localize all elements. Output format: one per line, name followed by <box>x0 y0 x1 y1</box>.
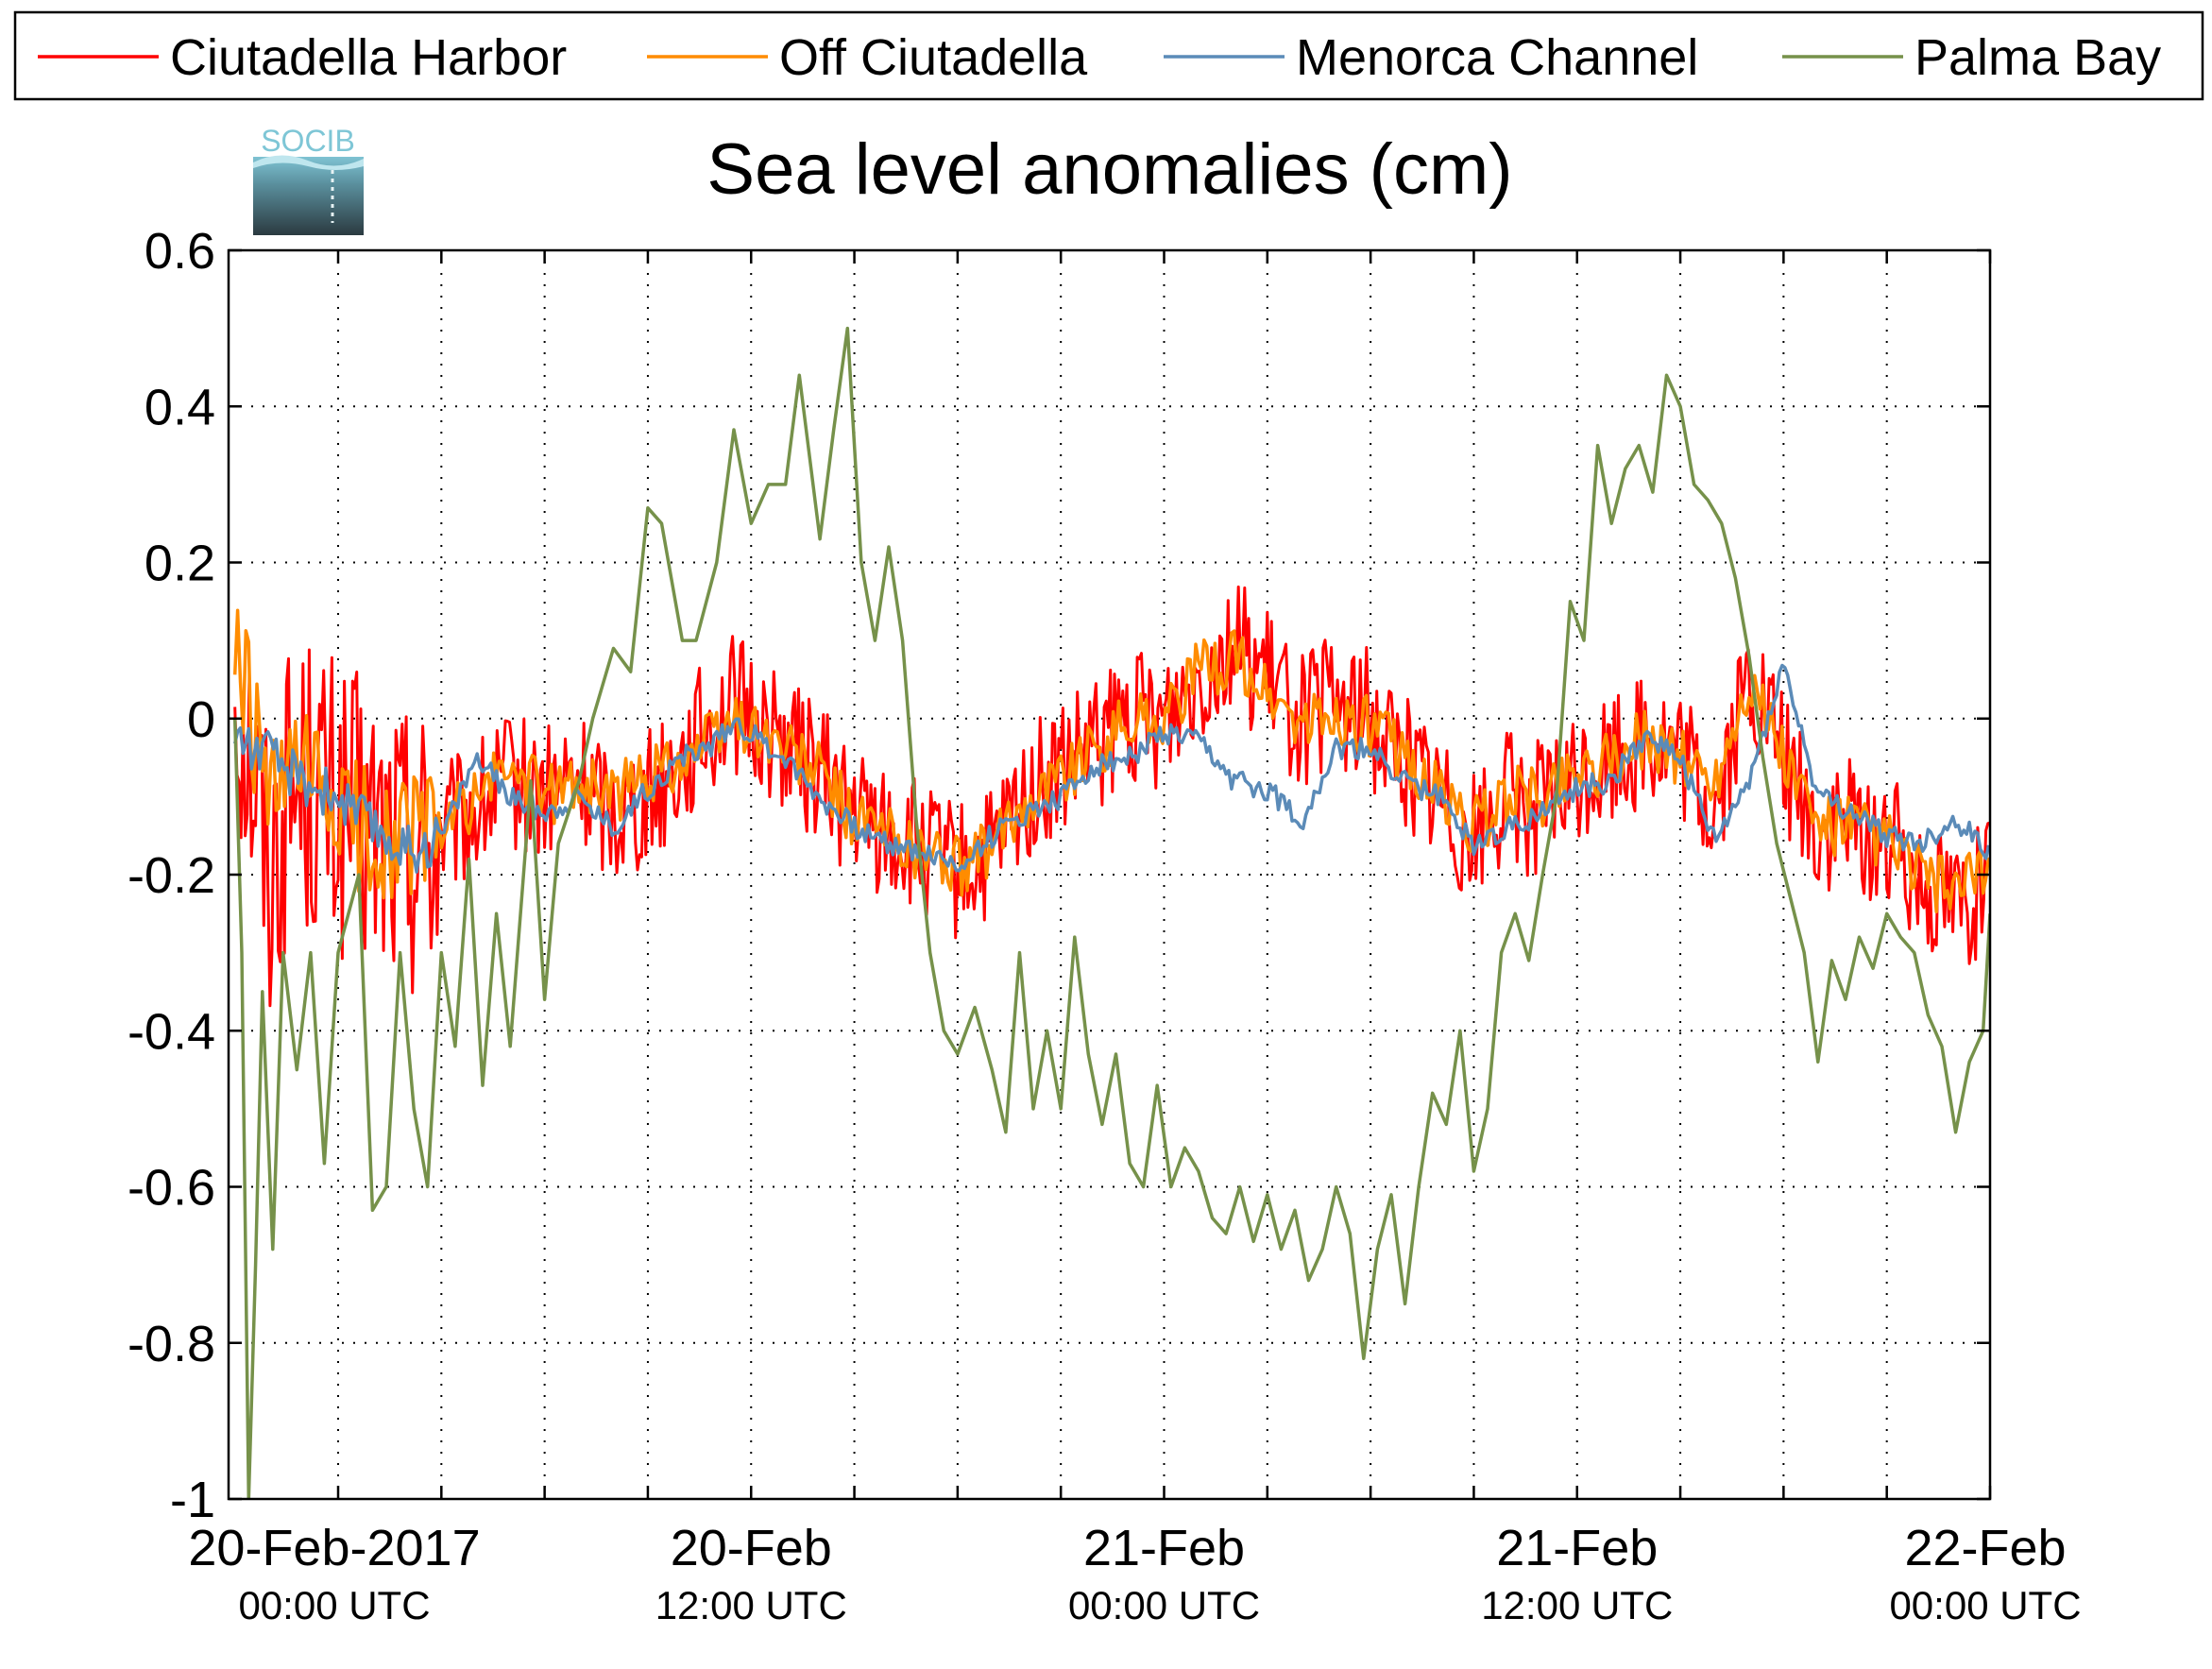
x-tick-date-label: 21-Feb <box>1083 1520 1245 1576</box>
chart-title: Sea level anomalies (cm) <box>706 129 1512 210</box>
x-tick-date-label: 21-Feb <box>1496 1520 1658 1576</box>
x-tick-time-label: 12:00 UTC <box>655 1583 847 1627</box>
legend-label: Ciutadella Harbor <box>170 29 567 86</box>
y-tick-label: 0.6 <box>145 223 215 280</box>
y-tick-label: 0.2 <box>145 536 215 592</box>
legend-label: Menorca Channel <box>1296 29 1698 86</box>
x-tick-date-label: 20-Feb-2017 <box>188 1520 480 1576</box>
y-tick-label: -0.4 <box>128 1003 215 1060</box>
logo-block <box>253 157 364 235</box>
plot-area: 0.6 0.4 0.2 0 -0.2 -0.4 -0.6 -0.8 -120-Feb-2017 0… <box>128 223 2082 1627</box>
x-tick-time-label: 00:00 UTC <box>1889 1583 2081 1627</box>
x-tick-time-label: 00:00 UTC <box>238 1583 430 1627</box>
x-tick-time-label: 12:00 UTC <box>1481 1583 1673 1627</box>
y-tick-label: -0.2 <box>128 847 215 904</box>
legend: Ciutadella Harbor Off Ciutadella Menorca C… <box>13 10 2204 101</box>
y-tick-label: -0.8 <box>128 1316 215 1372</box>
y-tick-label: 0.4 <box>145 379 215 435</box>
series-line-off-ciutadella <box>232 608 1990 914</box>
legend-label: Off Ciutadella <box>779 29 1088 86</box>
x-tick-date-label: 22-Feb <box>1904 1520 2066 1576</box>
y-tick-label: -1 <box>170 1472 215 1528</box>
logo-text: SOCIB <box>261 124 355 158</box>
legend-label: Palma Bay <box>1914 29 2161 86</box>
series-line-palma-bay <box>232 326 1990 1499</box>
logo-wave <box>253 155 364 170</box>
y-tick-label: -0.6 <box>128 1160 215 1217</box>
x-tick-time-label: 00:00 UTC <box>1068 1583 1260 1627</box>
x-tick-date-label: 20-Feb <box>671 1520 832 1576</box>
socib-logo: SOCIB <box>253 124 364 235</box>
y-tick-label: 0 <box>187 691 215 748</box>
